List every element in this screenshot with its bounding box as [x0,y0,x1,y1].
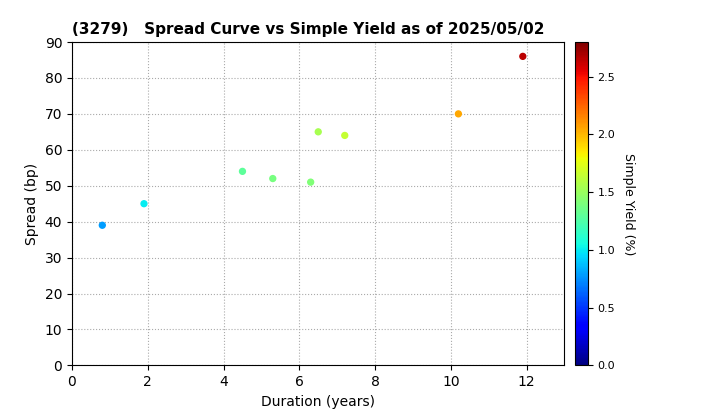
Point [339,132,351,139]
Point [237,168,248,175]
Point [267,175,279,182]
Text: (3279)   Spread Curve vs Simple Yield as of 2025/05/02: (3279) Spread Curve vs Simple Yield as o… [72,22,544,37]
Point [312,129,324,135]
Point [96,222,108,228]
Y-axis label: Simple Yield (%): Simple Yield (%) [621,152,635,255]
Point [453,110,464,117]
Point [305,179,316,186]
Point [138,200,150,207]
Point [517,53,528,60]
Y-axis label: Spread (bp): Spread (bp) [25,163,39,245]
X-axis label: Duration (years): Duration (years) [261,395,375,409]
